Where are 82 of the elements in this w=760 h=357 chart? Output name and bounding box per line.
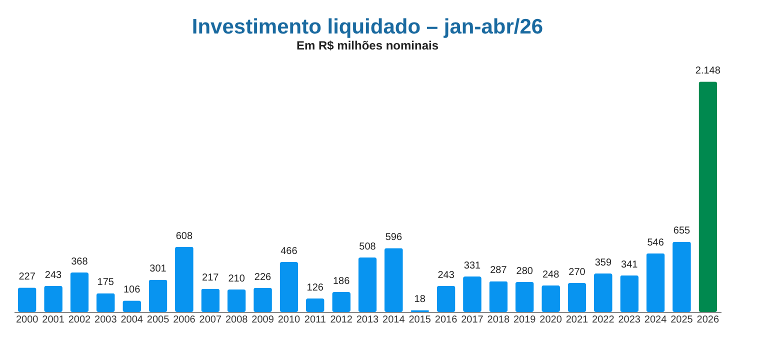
- bar: [620, 275, 639, 312]
- x-tick-label: 2023: [618, 314, 641, 326]
- bar: [594, 273, 612, 312]
- chart-subtitle: Em R$ milhões nominais: [296, 38, 439, 53]
- x-tick-label: 2020: [540, 314, 562, 326]
- bar: [18, 288, 36, 312]
- x-tick-label: 2018: [487, 314, 510, 326]
- bar: [96, 293, 115, 312]
- x-tick-label: 2003: [94, 314, 118, 326]
- bar: [515, 282, 534, 312]
- data-label: 301: [150, 264, 167, 275]
- x-tick-label: 2002: [68, 314, 92, 326]
- bar: [542, 285, 560, 312]
- data-label: 655: [673, 226, 690, 237]
- x-tick-label: 2015: [408, 314, 432, 326]
- data-label: 227: [18, 272, 36, 283]
- bar: [332, 292, 351, 312]
- data-label: 287: [490, 265, 508, 276]
- x-tick-label: 2022: [592, 314, 615, 326]
- data-label: 341: [621, 259, 638, 270]
- x-tick-label: 2025: [670, 314, 694, 326]
- bar: [201, 288, 220, 312]
- x-tick-label: 2009: [252, 314, 274, 326]
- x-tick-label: 2004: [120, 314, 144, 326]
- bar: [698, 82, 718, 312]
- x-tick-label: 2013: [356, 314, 380, 326]
- x-tick-label: 2011: [304, 314, 326, 326]
- bar: [280, 262, 298, 312]
- data-label: 243: [44, 270, 62, 281]
- data-label: 217: [202, 272, 220, 284]
- data-label: 2.148: [695, 66, 721, 77]
- bar: [148, 280, 168, 312]
- x-tick-label: 2019: [513, 314, 536, 326]
- x-tick-label: 2026: [696, 314, 720, 326]
- bar: [384, 248, 403, 312]
- bar: [358, 258, 377, 312]
- bar: [489, 281, 508, 312]
- data-label: 466: [280, 246, 298, 258]
- x-tick-label: 2017: [461, 314, 484, 326]
- bar: [568, 283, 586, 312]
- x-tick-label: 2000: [16, 314, 39, 326]
- x-tick-label: 2016: [434, 314, 458, 326]
- data-label: 175: [97, 277, 114, 288]
- data-label: 331: [464, 260, 482, 272]
- x-tick-label: 2010: [278, 314, 301, 326]
- data-label: 546: [647, 237, 664, 248]
- data-label: 243: [438, 270, 455, 281]
- x-tick-label: 2007: [199, 314, 222, 326]
- data-label: 126: [306, 282, 324, 294]
- x-tick-label: 2021: [566, 314, 589, 326]
- data-label: 106: [123, 284, 141, 296]
- x-tick-label: 2014: [382, 314, 406, 326]
- bar: [175, 246, 194, 312]
- bar: [227, 289, 246, 312]
- data-label: 608: [176, 230, 193, 242]
- x-tick-label: 2012: [330, 314, 353, 326]
- data-label: 248: [542, 269, 560, 280]
- x-tick-label: 2006: [173, 314, 196, 326]
- data-label: 596: [385, 232, 402, 244]
- data-label: 226: [254, 272, 272, 283]
- x-tick-label: 2024: [644, 314, 668, 326]
- data-label: 18: [414, 294, 426, 306]
- data-label: 359: [594, 257, 612, 268]
- data-label: 210: [228, 273, 246, 284]
- data-label: 280: [516, 266, 534, 277]
- data-label: 368: [71, 256, 88, 268]
- bar: [122, 300, 142, 312]
- x-tick-label: 2001: [42, 314, 65, 326]
- data-label: 508: [359, 242, 376, 253]
- data-label: 186: [332, 276, 350, 288]
- bar: [254, 288, 272, 312]
- bar: [672, 242, 691, 312]
- chart-title: Investimento liquidado – jan-abr/26: [192, 16, 544, 39]
- data-label: 270: [568, 267, 586, 278]
- bar: [646, 253, 665, 312]
- bar: [436, 286, 456, 312]
- bar: [44, 286, 62, 312]
- bar: [306, 298, 324, 312]
- x-tick-label: 2005: [146, 314, 170, 326]
- bar: [463, 276, 482, 312]
- bar: [70, 272, 89, 312]
- x-tick-label: 2008: [225, 314, 248, 326]
